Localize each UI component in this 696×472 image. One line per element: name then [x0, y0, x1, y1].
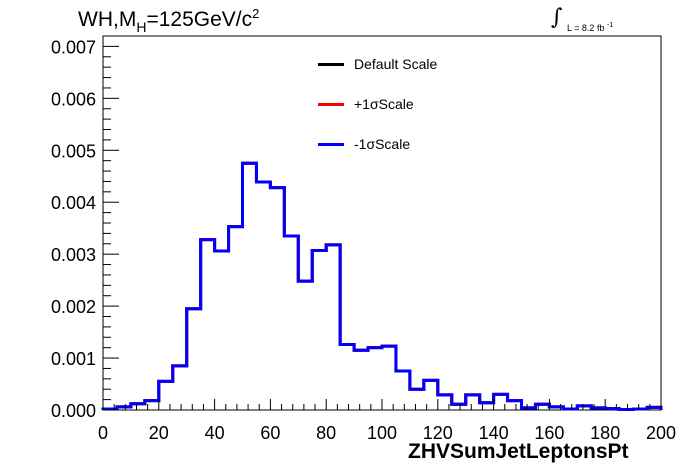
x-tick-label: 20	[149, 423, 169, 443]
x-tick-label: 120	[423, 423, 453, 443]
legend-label: +1σScale	[354, 96, 414, 112]
y-tick-label: 0.000	[51, 401, 96, 421]
histogram-series	[101, 161, 663, 411]
x-tick-label: 140	[479, 423, 509, 443]
axis-ticks: 0 20 40 60 80 100 120 140 160 180 200 0.000 0.001 0.0…	[51, 37, 676, 443]
x-tick-label: 160	[534, 423, 564, 443]
series-line-2	[101, 161, 663, 411]
series-line-0	[101, 161, 663, 411]
legend-swatch	[318, 62, 344, 66]
x-tick-label: 40	[205, 423, 225, 443]
x-axis-title: ZHVSumJetLeptonsPt	[408, 440, 629, 463]
x-tick-label: 200	[646, 423, 676, 443]
x-tick-label: 60	[260, 423, 280, 443]
y-tick-label: 0.004	[51, 193, 96, 213]
y-tick-label: 0.007	[51, 37, 96, 57]
legend-entry: Default Scale	[318, 56, 437, 72]
y-tick-label: 0.001	[51, 349, 96, 369]
chart-title: WH,MH=125GeV/c2	[78, 6, 260, 35]
legend-swatch	[318, 102, 344, 106]
legend-label: Default Scale	[354, 56, 438, 72]
x-tick-label: 0	[98, 423, 108, 443]
series-line-1	[101, 161, 663, 411]
x-tick-label: 80	[316, 423, 336, 443]
legend-label: -1σScale	[354, 136, 411, 152]
legend-entry: -1σScale	[318, 136, 410, 152]
y-tick-label: 0.006	[51, 89, 96, 109]
legend-swatch	[318, 142, 344, 146]
legend-entry: +1σScale	[318, 96, 414, 112]
x-tick-label: 180	[590, 423, 620, 443]
y-tick-label: 0.003	[51, 245, 96, 265]
y-tick-label: 0.005	[51, 141, 96, 161]
y-tick-label: 0.002	[51, 297, 96, 317]
x-tick-label: 100	[367, 423, 397, 443]
integral-symbol: ∫	[551, 5, 563, 30]
